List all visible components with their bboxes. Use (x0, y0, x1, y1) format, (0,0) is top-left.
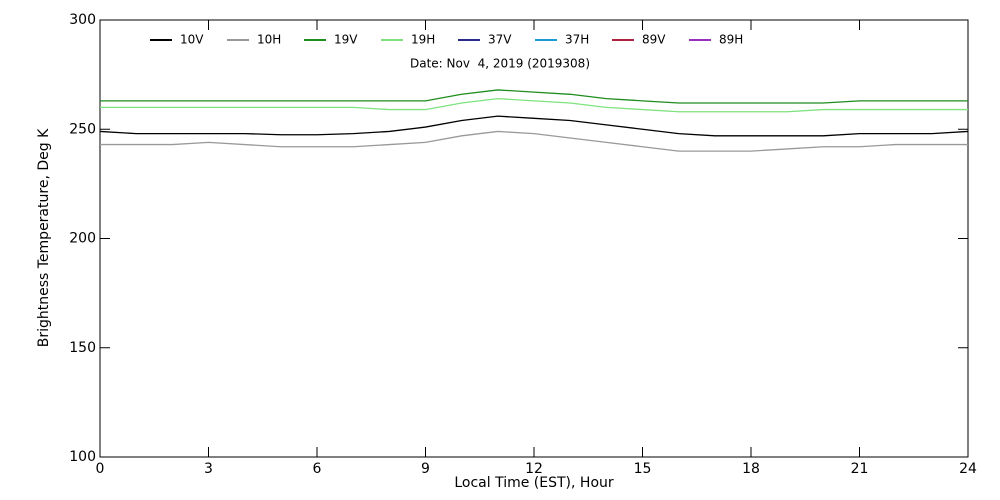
y-tick-label: 250 (69, 121, 96, 137)
legend-label: 19H (411, 33, 435, 47)
legend-label: 89H (719, 33, 743, 47)
x-tick-label: 15 (634, 461, 652, 477)
y-axis-label: Brightness Temperature, Deg K (36, 128, 52, 347)
y-tick-label: 150 (69, 340, 96, 356)
y-tick-label: 200 (69, 231, 96, 247)
x-tick-label: 3 (204, 461, 213, 477)
series-line (99, 115, 969, 137)
annotation: Date: Nov 4, 2019 (2019308) (410, 57, 590, 71)
y-tick-label: 300 (69, 12, 96, 28)
legend-label: 89V (642, 33, 666, 47)
x-tick-label: 12 (525, 461, 543, 477)
x-tick-label: 9 (421, 461, 430, 477)
x-tick-label: 18 (742, 461, 760, 477)
x-tick-label: 21 (851, 461, 869, 477)
series-line (100, 130, 968, 152)
y-tick-label: 100 (69, 449, 96, 465)
x-tick-label: 24 (959, 461, 977, 477)
legend-label: 37H (565, 33, 589, 47)
legend-label: 19V (334, 33, 358, 47)
series-line (100, 89, 968, 104)
series-line (100, 98, 968, 113)
legend-label: 37V (488, 33, 512, 47)
x-tick-label: 0 (96, 461, 105, 477)
legend-label: 10V (180, 33, 204, 47)
x-axis-label: Local Time (EST), Hour (454, 475, 614, 491)
x-tick-label: 6 (313, 461, 322, 477)
plot-frame (99, 19, 969, 458)
legend-label: 10H (257, 33, 281, 47)
